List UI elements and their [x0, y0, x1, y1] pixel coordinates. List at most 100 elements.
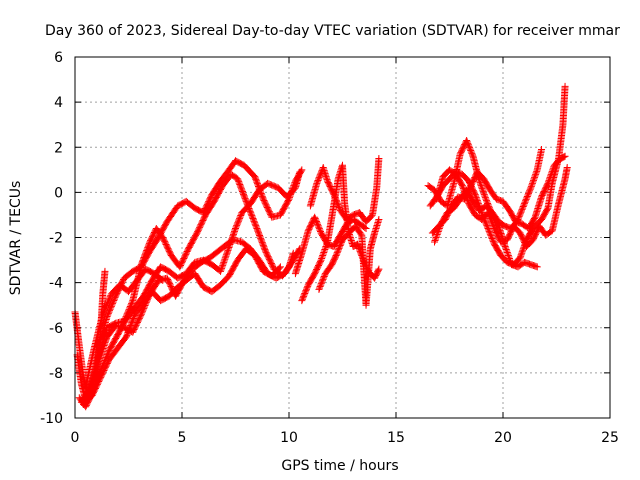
data-point — [563, 164, 571, 172]
data-point — [517, 251, 525, 259]
y-tick-label: 4 — [54, 95, 63, 111]
data-point — [515, 213, 523, 221]
data-point — [489, 222, 497, 230]
data-point — [503, 249, 511, 257]
data-point — [312, 216, 320, 224]
data-point — [223, 248, 231, 256]
data-point — [533, 263, 541, 271]
data-point — [459, 183, 467, 191]
data-point — [485, 210, 493, 218]
data-point — [110, 297, 118, 305]
data-point — [315, 223, 323, 231]
data-point — [252, 222, 260, 230]
data-point — [247, 209, 255, 217]
data-point — [317, 256, 325, 264]
data-point — [107, 304, 115, 312]
data-point — [548, 169, 556, 177]
data-point — [485, 212, 493, 220]
data-point — [218, 263, 226, 271]
data-point — [432, 234, 440, 241]
data-point — [317, 280, 325, 288]
data-point — [316, 284, 324, 292]
data-point — [464, 141, 472, 149]
data-point — [313, 179, 321, 187]
data-point — [235, 216, 243, 224]
data-point — [106, 307, 114, 315]
data-point — [332, 252, 340, 260]
data-point — [337, 240, 345, 248]
data-point — [248, 213, 256, 221]
data-point — [546, 175, 554, 183]
data-point — [315, 175, 323, 183]
data-point — [460, 186, 468, 194]
data-point — [107, 302, 115, 310]
data-point — [544, 179, 552, 187]
data-point — [224, 246, 232, 254]
data-point — [320, 272, 328, 280]
data-point — [300, 292, 308, 300]
data-point — [467, 148, 475, 156]
data-point — [515, 214, 523, 222]
data-point — [476, 179, 484, 187]
data-point — [489, 236, 497, 244]
data-point — [517, 252, 525, 260]
data-point — [318, 277, 326, 285]
data-point — [486, 230, 494, 238]
data-point — [482, 219, 490, 227]
data-point — [104, 349, 112, 357]
data-point — [468, 149, 476, 157]
data-point — [526, 185, 534, 193]
data-point — [480, 189, 488, 197]
data-point — [458, 182, 466, 190]
data-point — [300, 291, 308, 299]
data-point — [548, 167, 556, 175]
data-point — [316, 257, 324, 265]
data-point — [519, 204, 527, 212]
data-point — [549, 164, 557, 172]
data-point — [220, 258, 228, 266]
data-point — [481, 192, 489, 200]
data-point — [488, 235, 496, 243]
data-point — [462, 192, 470, 200]
data-point — [516, 211, 524, 219]
data-point — [299, 294, 307, 302]
data-point — [221, 254, 229, 262]
x-tick-label: 15 — [387, 430, 405, 446]
data-point — [374, 266, 382, 274]
data-point — [237, 212, 245, 220]
data-point — [519, 203, 527, 211]
data-point — [323, 240, 331, 248]
y-tick-label: -4 — [49, 276, 63, 292]
data-point — [546, 173, 554, 181]
data-point — [311, 215, 319, 223]
data-point — [159, 276, 167, 284]
data-point — [111, 294, 119, 302]
data-point — [106, 294, 114, 302]
data-point — [463, 195, 471, 203]
data-point — [298, 295, 306, 303]
data-point — [503, 247, 511, 255]
data-point — [315, 225, 323, 233]
y-tick-label: -8 — [49, 366, 63, 382]
data-point — [316, 226, 324, 234]
data-point — [316, 283, 324, 291]
data-point — [547, 170, 555, 178]
x-tick-labels: 0 5 10 15 20 25 — [71, 430, 619, 446]
data-point — [524, 191, 532, 199]
data-point — [471, 191, 479, 199]
data-point — [275, 264, 283, 272]
data-point — [336, 241, 344, 249]
data-point — [435, 224, 443, 232]
data-point — [320, 249, 328, 257]
data-point — [220, 257, 228, 265]
data-point — [487, 216, 495, 224]
data-point — [478, 185, 486, 193]
data-point — [101, 267, 109, 275]
data-point — [105, 296, 113, 304]
data-point — [502, 244, 510, 252]
data-point — [316, 172, 324, 180]
data-point — [516, 254, 524, 262]
data-point — [314, 176, 322, 184]
data-point — [99, 344, 107, 352]
